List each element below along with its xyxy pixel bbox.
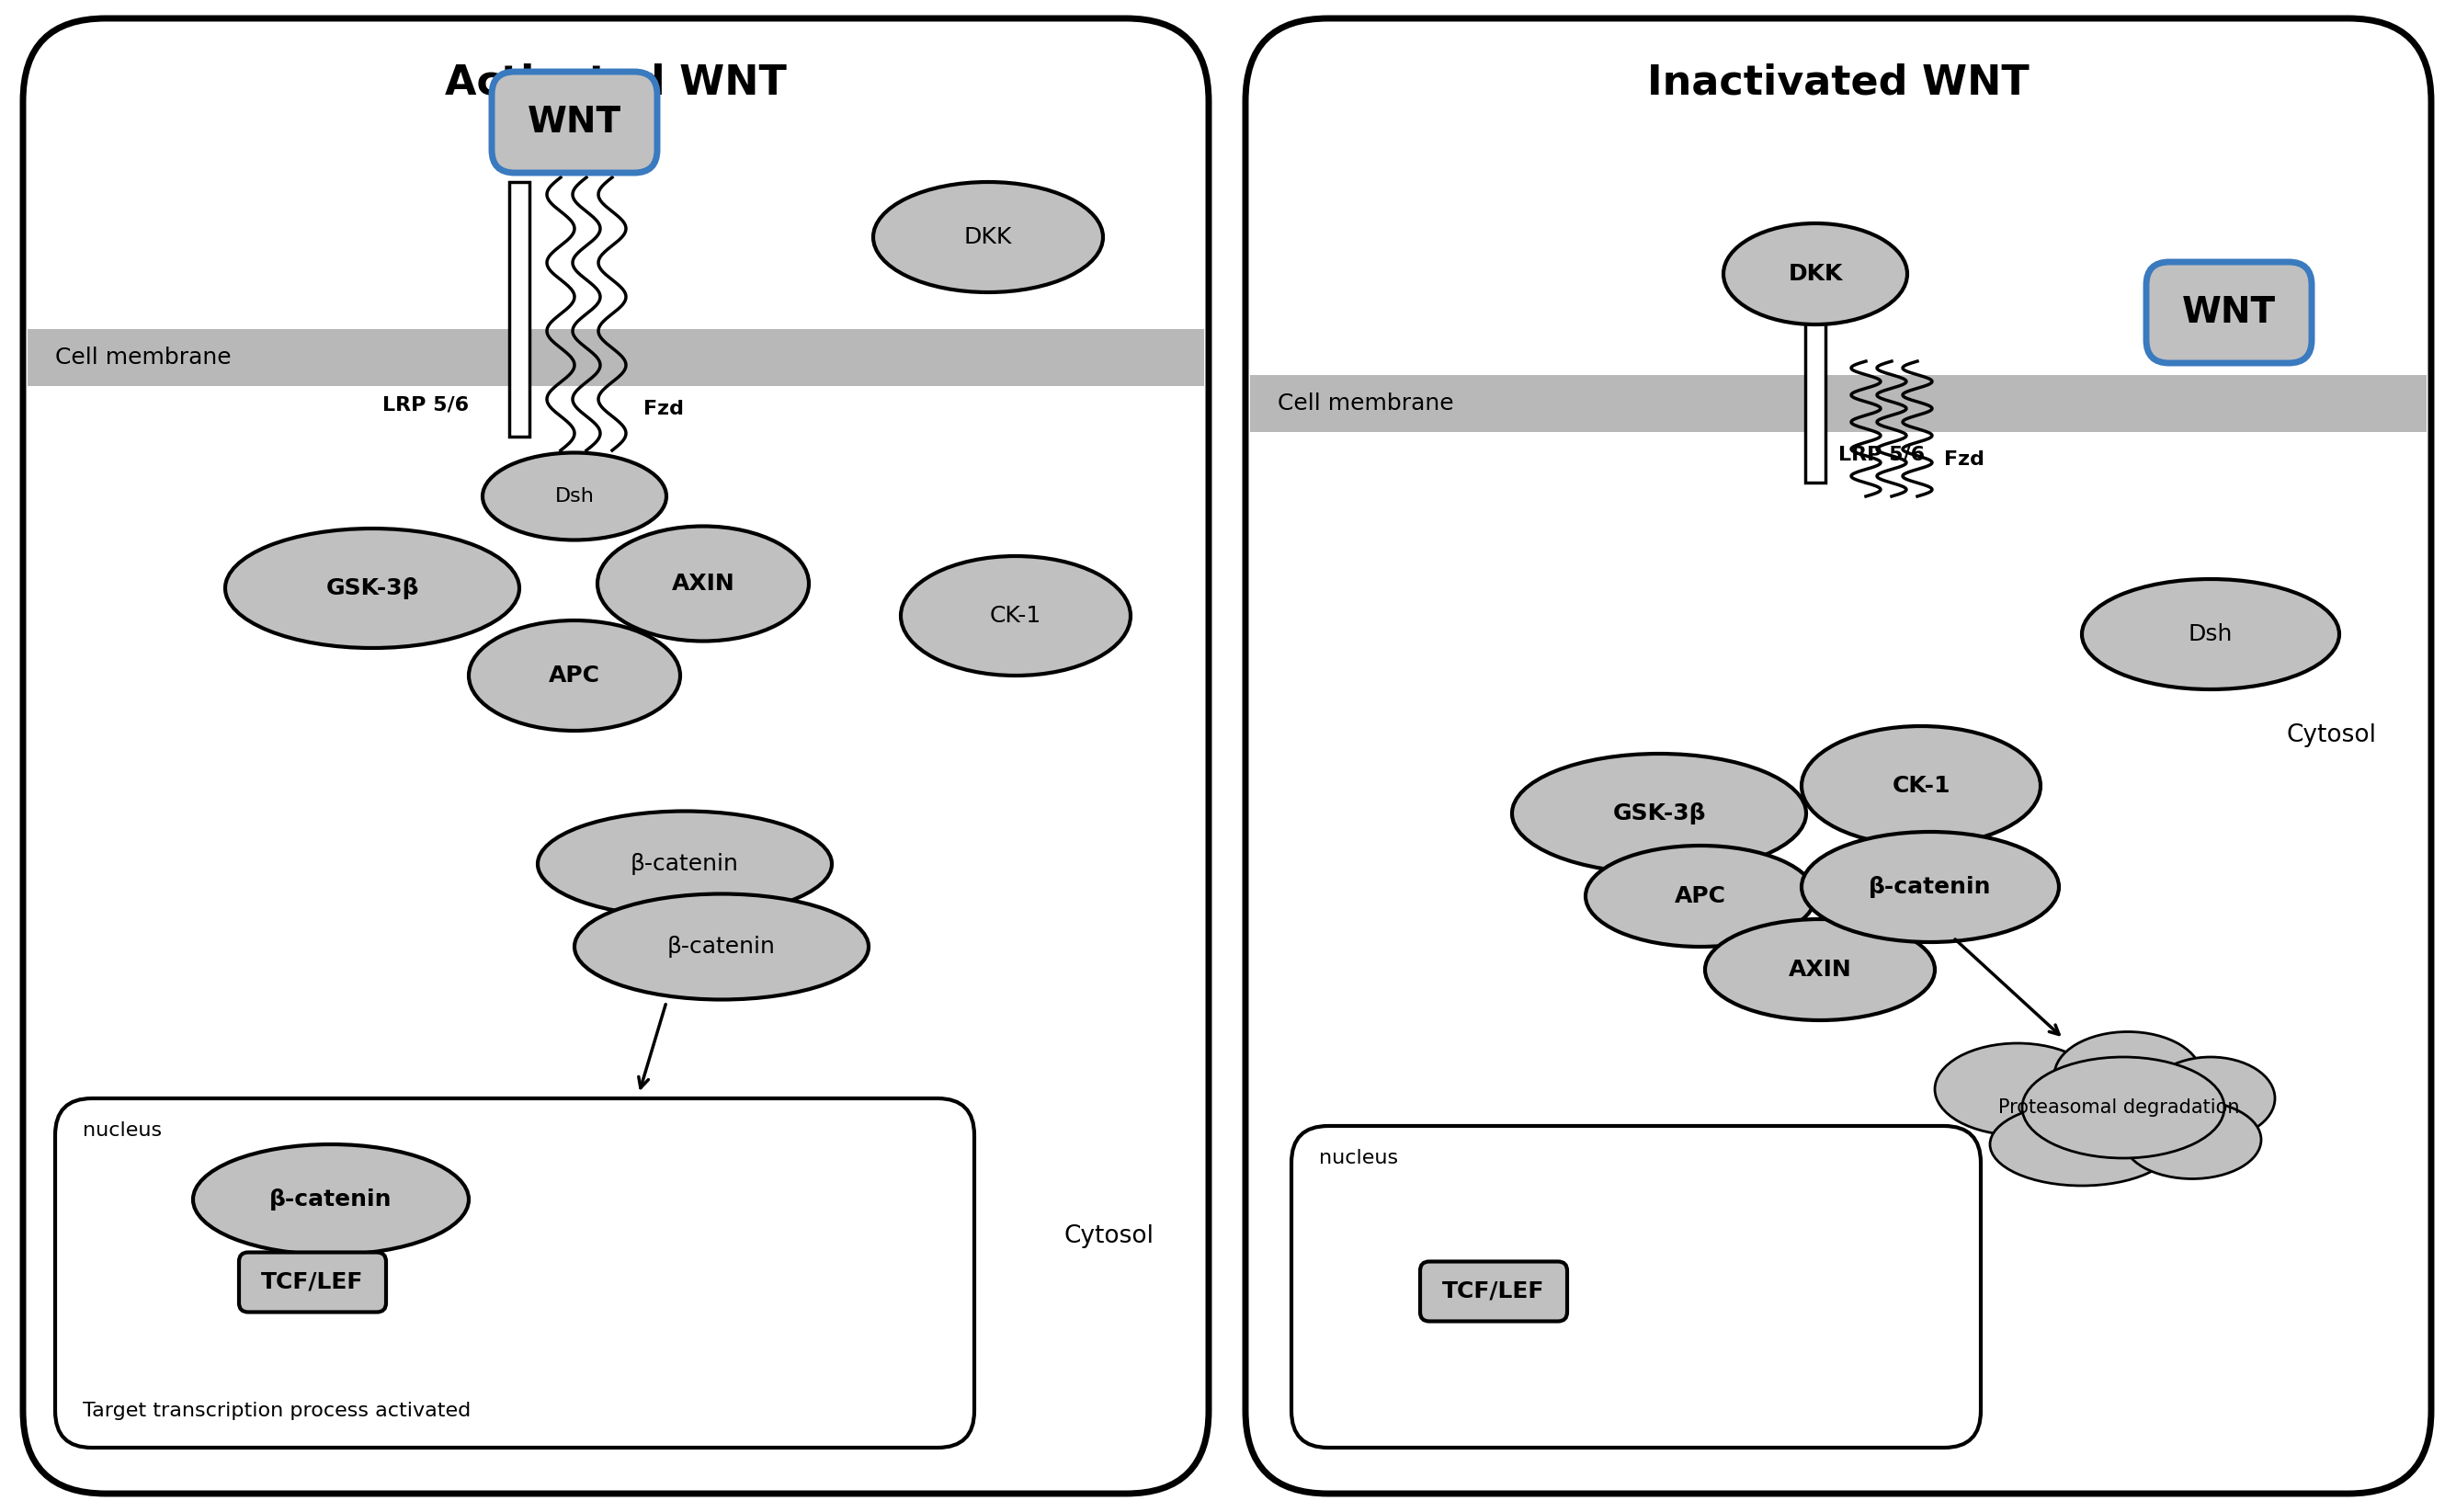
FancyBboxPatch shape (54, 1098, 975, 1447)
Ellipse shape (1724, 224, 1908, 325)
Text: APC: APC (1675, 885, 1727, 907)
Text: WNT: WNT (2181, 295, 2277, 330)
Ellipse shape (575, 894, 869, 999)
Bar (1805, 301, 1825, 482)
Text: Cell membrane: Cell membrane (1277, 393, 1454, 414)
Text: AXIN: AXIN (1788, 959, 1852, 981)
Ellipse shape (1513, 753, 1805, 874)
Ellipse shape (1803, 832, 2058, 942)
FancyBboxPatch shape (1245, 18, 2431, 1494)
Ellipse shape (1587, 845, 1815, 947)
FancyBboxPatch shape (1420, 1261, 1567, 1321)
Text: Fzd: Fzd (1945, 451, 1984, 469)
Ellipse shape (469, 620, 680, 730)
Text: WNT: WNT (528, 104, 621, 139)
Text: CK-1: CK-1 (990, 605, 1041, 627)
Ellipse shape (226, 529, 518, 649)
Text: LRP 5/6: LRP 5/6 (1840, 446, 1926, 464)
Ellipse shape (597, 526, 808, 641)
Ellipse shape (1935, 1043, 2100, 1136)
Text: Fzd: Fzd (643, 399, 683, 419)
Text: Target transcription process activated: Target transcription process activated (84, 1402, 472, 1420)
FancyBboxPatch shape (22, 18, 1208, 1494)
FancyBboxPatch shape (238, 1252, 386, 1312)
FancyBboxPatch shape (491, 71, 658, 172)
Ellipse shape (2147, 1057, 2274, 1140)
Ellipse shape (538, 810, 833, 916)
Text: TCF/LEF: TCF/LEF (1442, 1281, 1545, 1302)
Ellipse shape (901, 556, 1130, 676)
Text: AXIN: AXIN (670, 573, 734, 594)
Text: Dsh: Dsh (555, 487, 594, 505)
Text: CK-1: CK-1 (1891, 774, 1950, 797)
Text: Cell membrane: Cell membrane (54, 346, 231, 369)
Text: GSK-3β: GSK-3β (327, 578, 420, 599)
Text: Activated WNT: Activated WNT (445, 64, 786, 103)
Ellipse shape (1989, 1102, 2174, 1185)
FancyBboxPatch shape (1292, 1126, 1982, 1447)
Text: Inactivated WNT: Inactivated WNT (1648, 64, 2029, 103)
Ellipse shape (194, 1145, 469, 1255)
Text: β-catenin: β-catenin (631, 853, 739, 875)
Ellipse shape (874, 181, 1103, 292)
Text: LRP 5/6: LRP 5/6 (383, 395, 469, 414)
Bar (27, 330, 1203, 386)
Bar (508, 181, 530, 437)
Text: Dsh: Dsh (2188, 623, 2233, 646)
Text: Proteasomal degradation: Proteasomal degradation (1999, 1098, 2240, 1117)
Text: TCF/LEF: TCF/LEF (260, 1272, 363, 1293)
Ellipse shape (2021, 1057, 2225, 1158)
Ellipse shape (2124, 1101, 2262, 1179)
Text: β-catenin: β-catenin (270, 1188, 393, 1211)
Text: Cytosol: Cytosol (1063, 1225, 1154, 1249)
Text: Cytosol: Cytosol (2287, 723, 2375, 747)
Ellipse shape (2053, 1031, 2201, 1119)
Text: APC: APC (548, 665, 599, 686)
Text: GSK-3β: GSK-3β (1614, 803, 1707, 824)
Text: nucleus: nucleus (84, 1122, 162, 1140)
Text: β-catenin: β-catenin (1869, 875, 1992, 898)
Text: nucleus: nucleus (1319, 1149, 1397, 1167)
Ellipse shape (481, 452, 666, 540)
Ellipse shape (1704, 919, 1935, 1021)
Bar (1250, 375, 2427, 432)
Ellipse shape (2083, 579, 2338, 689)
Ellipse shape (1803, 726, 2041, 845)
Text: DKK: DKK (965, 227, 1012, 248)
FancyBboxPatch shape (2147, 262, 2311, 363)
Text: DKK: DKK (1788, 263, 1842, 284)
Text: β-catenin: β-catenin (668, 936, 776, 957)
